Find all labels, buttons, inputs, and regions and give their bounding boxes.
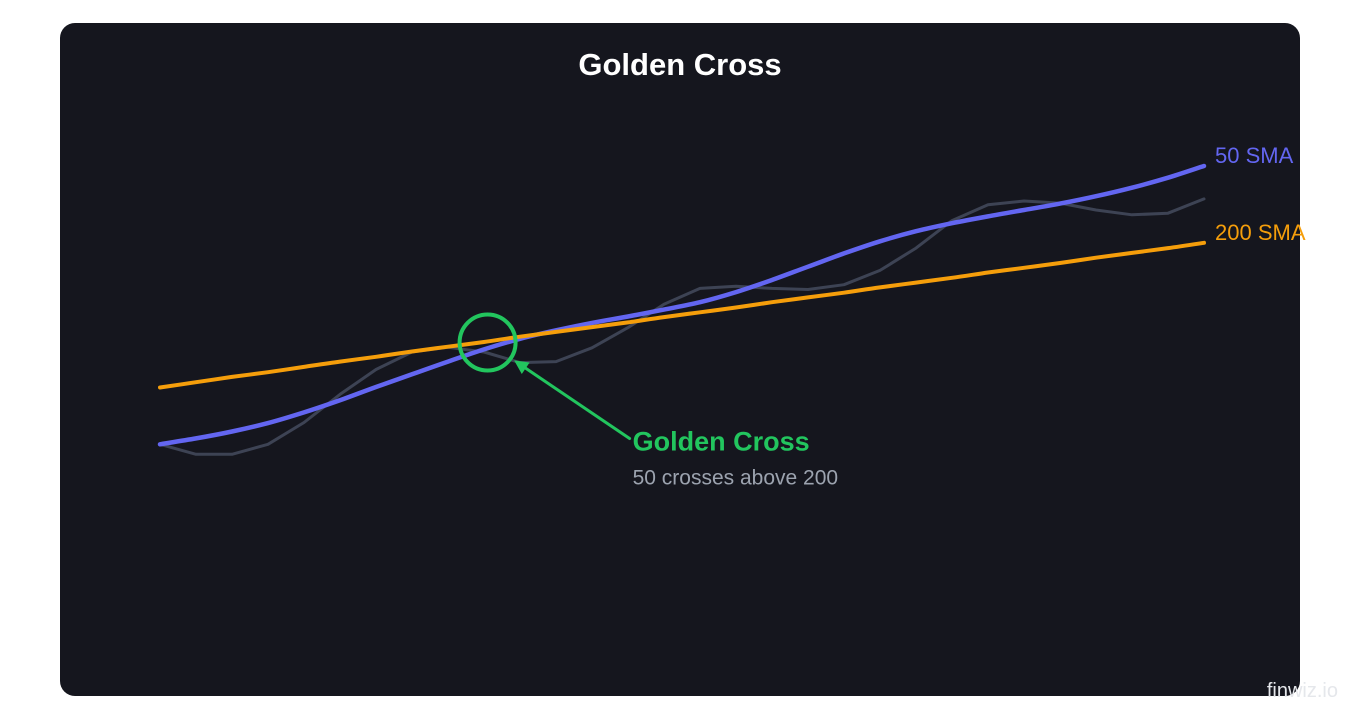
annotation-subtext: 50 crosses above 200 [633,466,838,489]
series-line-200-sma [158,240,1206,390]
chart-card [60,23,1300,696]
golden-cross-marker [457,312,518,373]
series-line-price [158,197,1206,456]
series-line-50-sma [157,163,1207,447]
annotation-title: Golden Cross [633,426,810,456]
series-layer: 50 SMA 200 SMA [157,143,1306,456]
watermark: finwiz.io [1267,680,1338,702]
annotation-layer: Golden Cross 50 crosses above 200 [457,312,838,489]
chart-title: Golden Cross [578,47,781,82]
series-label-50-sma: 50 SMA [1215,143,1294,168]
annotation-arrowhead [514,360,530,375]
series-label-200-sma: 200 SMA [1215,220,1306,245]
annotation-arrow [517,362,632,440]
